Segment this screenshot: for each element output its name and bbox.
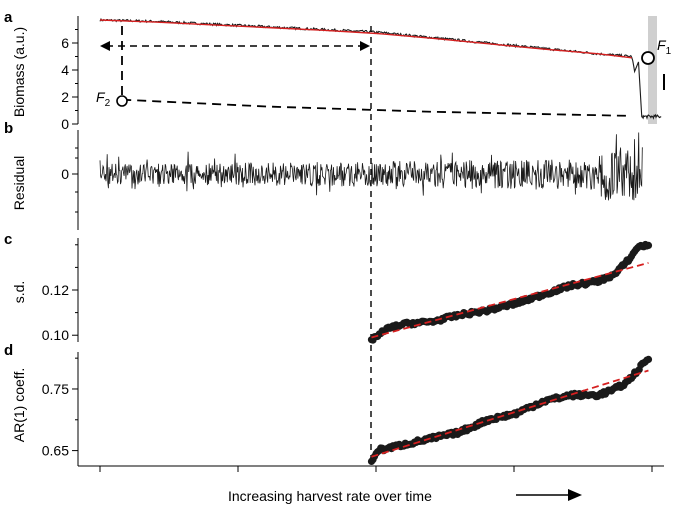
y-tick-label-a: 6 (61, 35, 69, 51)
y-tick-label-d: 0.65 (42, 443, 69, 459)
f1-circle (641, 51, 655, 65)
lower-branch-dashed (122, 98, 632, 117)
y-tick-label-a: 2 (61, 89, 69, 105)
threshold-band (648, 16, 657, 124)
y-tick-label-d: 0.75 (42, 381, 69, 397)
ar1-point (644, 355, 653, 363)
panel-letter-d: d (4, 342, 13, 359)
range-arrow-right-head (360, 41, 370, 51)
y-tick-label-a: 4 (61, 62, 69, 78)
time-arrow-head (568, 489, 582, 501)
annotation-f1: F1 (657, 37, 672, 57)
ylabel-biomass: Biomass (a.u.) (11, 27, 27, 117)
panel-letter-a: a (4, 9, 13, 26)
f2-circle (116, 95, 128, 107)
y-tick-label-a: 0 (61, 116, 69, 132)
sd-trend-line (371, 262, 649, 339)
panel-letter-b: b (4, 120, 13, 137)
sd-point (644, 241, 653, 249)
ylabel-residual: Residual (11, 156, 27, 210)
residual-line (99, 132, 643, 201)
y-tick-label-c: 0.10 (42, 327, 69, 343)
y-tick-label-b: 0 (61, 166, 69, 182)
ar1-trend-line (371, 369, 649, 458)
x-axis-label: Increasing harvest rate over time (228, 488, 432, 504)
biomass-fit-line (99, 19, 632, 59)
panel-letter-c: c (4, 231, 12, 248)
range-arrow-left-head (100, 41, 110, 51)
y-tick-label-c: 0.12 (42, 282, 69, 298)
annotation-f2: F2 (96, 89, 111, 109)
ylabel-ar1: AR(1) coeff. (11, 368, 27, 442)
ylabel-sd: s.d. (11, 281, 27, 304)
